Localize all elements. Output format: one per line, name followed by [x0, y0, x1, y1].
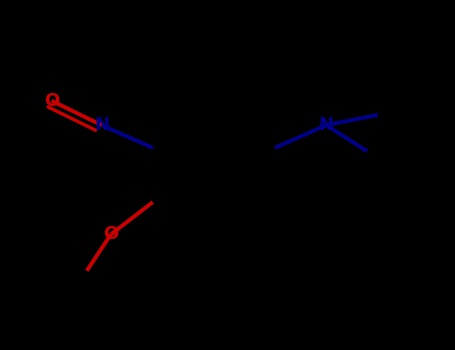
Text: N: N: [94, 116, 109, 134]
Text: O: O: [44, 92, 59, 110]
Text: N: N: [318, 116, 334, 134]
Text: O: O: [103, 225, 119, 243]
